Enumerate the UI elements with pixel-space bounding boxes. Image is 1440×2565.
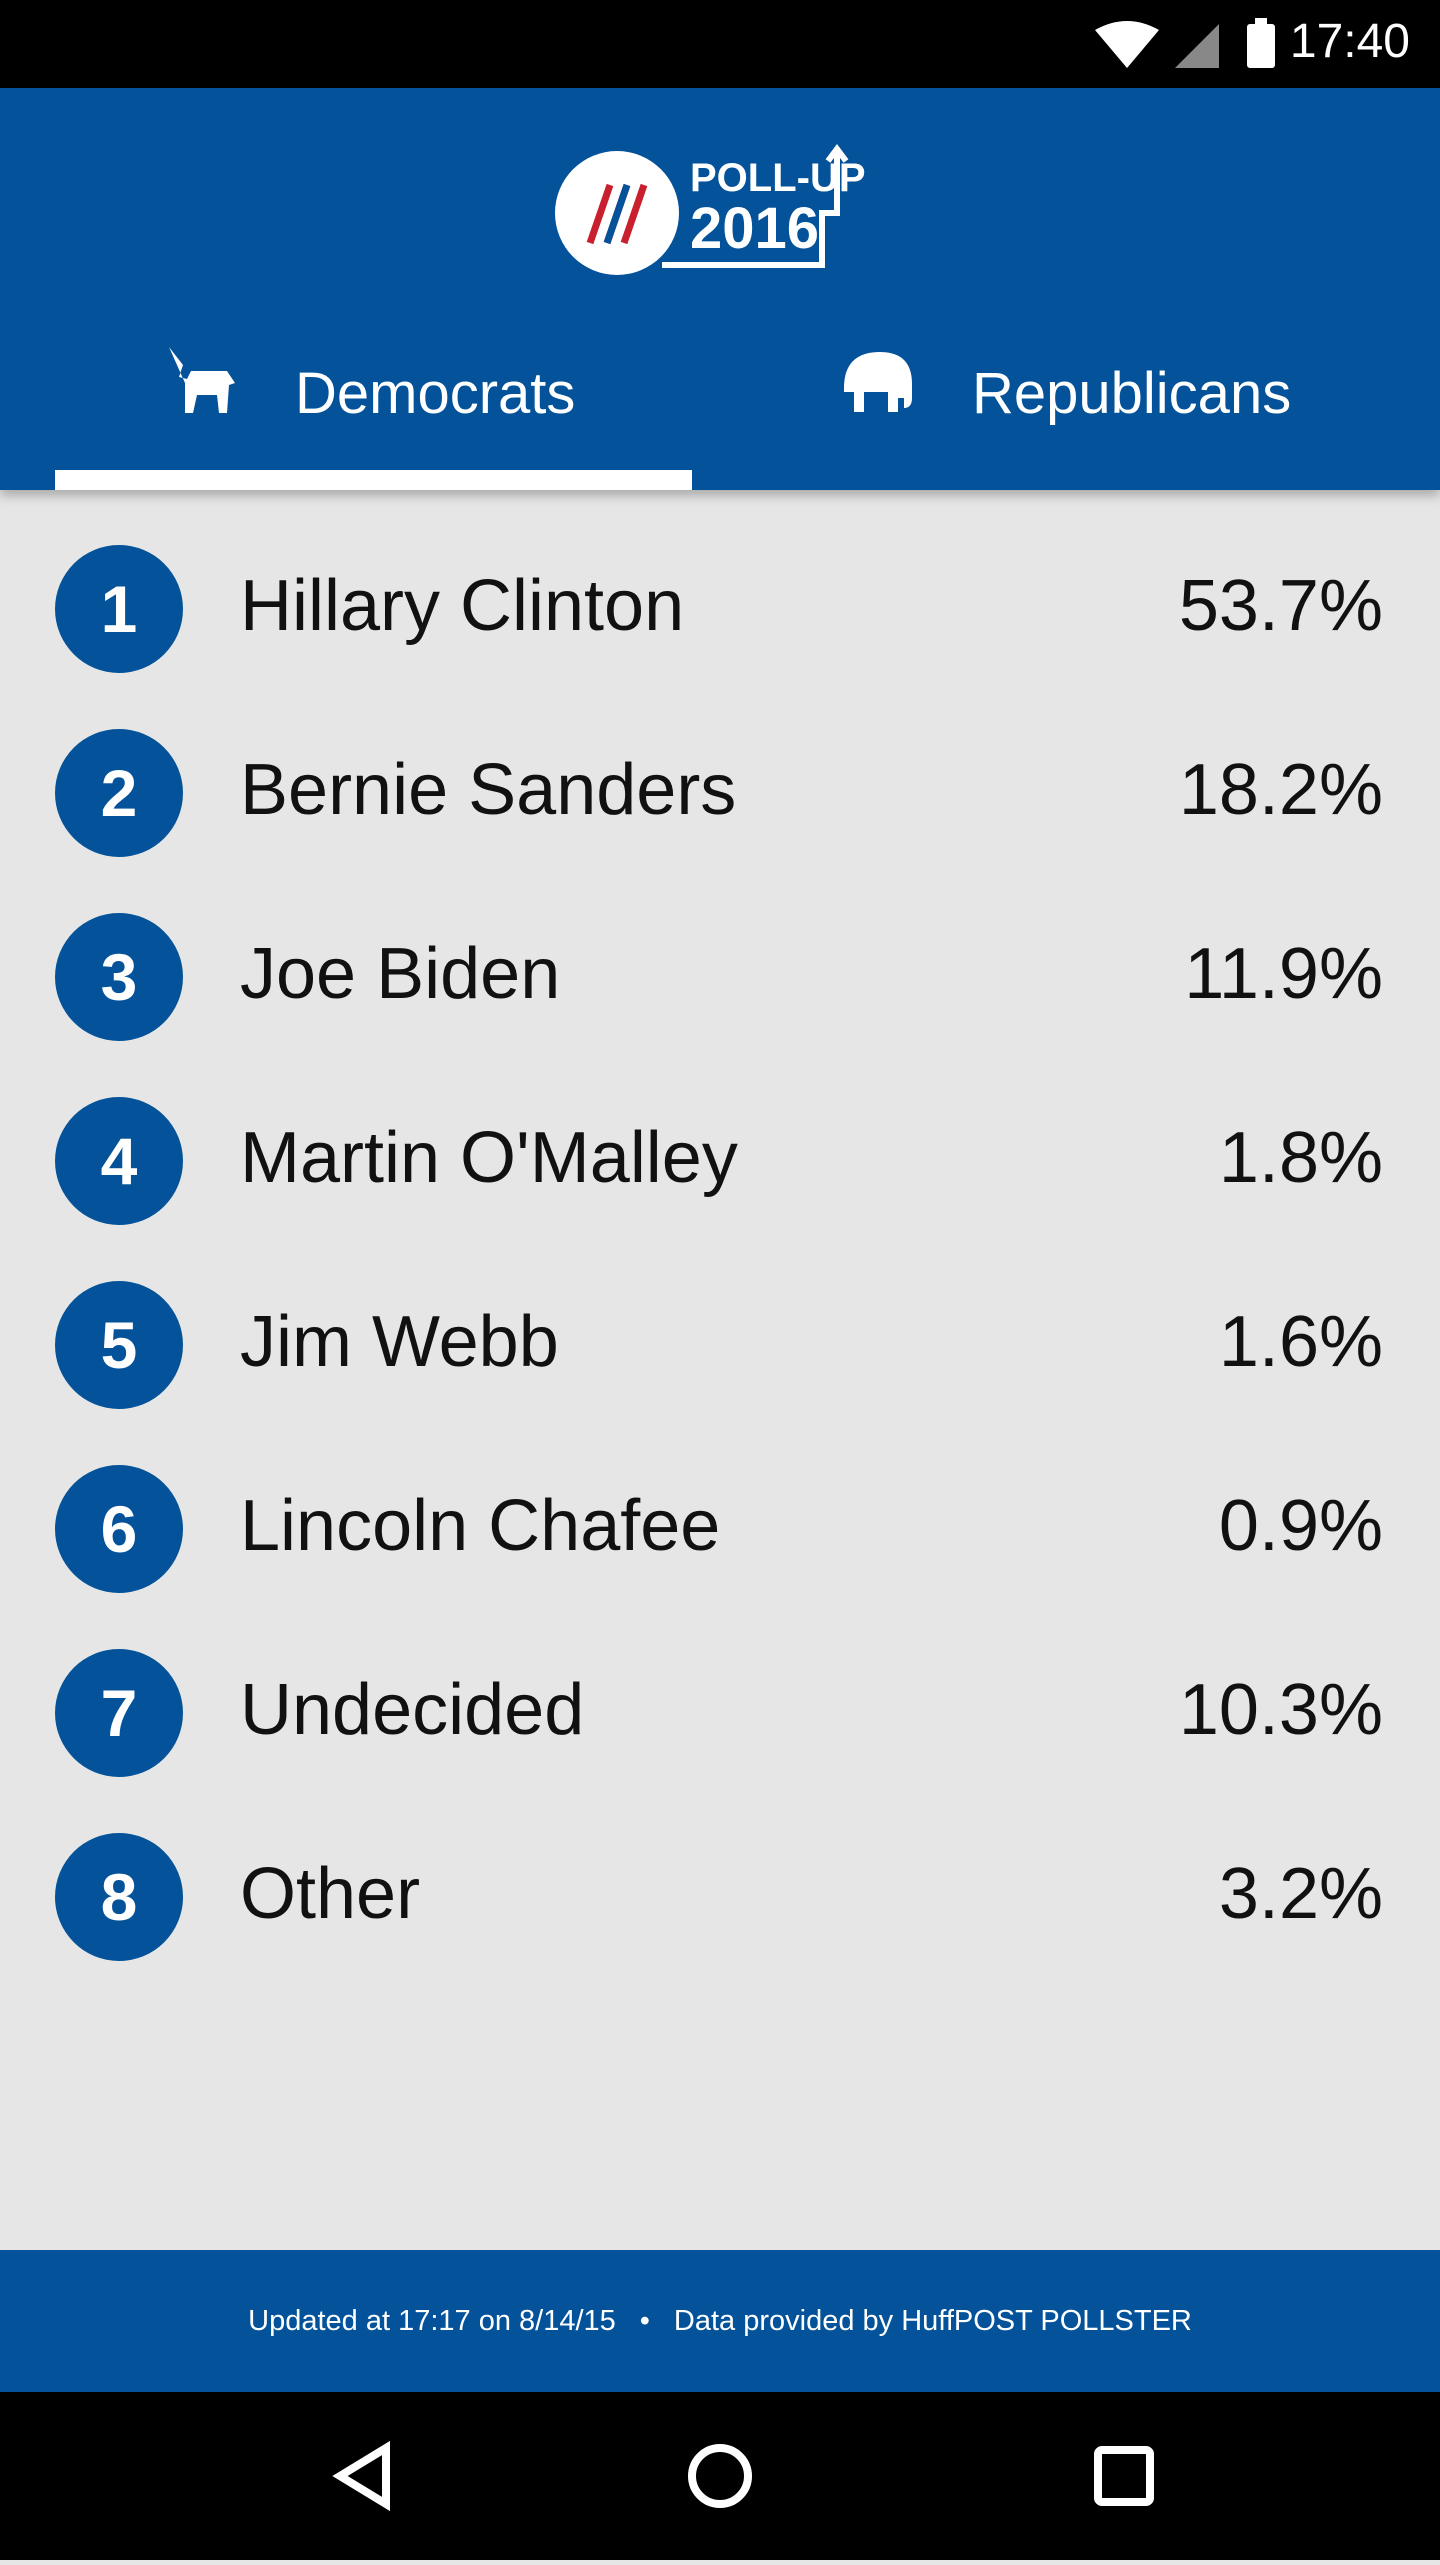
elephant-icon — [844, 352, 912, 412]
candidate-name: Lincoln Chafee — [240, 1486, 721, 1566]
list-row: 4 Martin O'Malley 1.8% — [0, 1069, 1440, 1253]
nav-bar — [0, 2392, 1440, 2560]
poll-value: 3.2% — [1218, 1854, 1383, 1934]
rank-badge: 8 — [55, 1833, 183, 1961]
rank-badge: 3 — [55, 913, 183, 1041]
back-button[interactable] — [332, 2440, 390, 2512]
tab-indicator — [55, 470, 692, 490]
list-row: 5 Jim Webb 1.6% — [0, 1253, 1440, 1437]
app-header: POLL-UP 2016 Democrats Republicans — [0, 88, 1440, 490]
logo-top: POLL-UP — [690, 156, 866, 200]
candidate-name: Joe Biden — [240, 934, 561, 1014]
tab-label: Republicans — [972, 361, 1292, 426]
rank-badge: 6 — [55, 1465, 183, 1593]
home-button[interactable] — [688, 2444, 752, 2508]
separator: • — [639, 2304, 650, 2337]
recents-button[interactable] — [1094, 2446, 1154, 2506]
rank-badge: 1 — [55, 545, 183, 673]
rank-badge: 4 — [55, 1097, 183, 1225]
logo-bottom: 2016 — [690, 196, 819, 261]
nav-icons — [332, 2440, 1154, 2512]
poll-value: 0.9% — [1218, 1486, 1383, 1566]
list-row: 3 Joe Biden 11.9% — [0, 885, 1440, 1069]
list-row: 8 Other 3.2% — [0, 1805, 1440, 1989]
footer-updated: Updated at 17:17 on 8/14/15 — [248, 2304, 616, 2337]
status-bar: 17:40 — [0, 0, 1440, 88]
candidate-name: Other — [240, 1854, 421, 1934]
footer: Updated at 17:17 on 8/14/15 • Data provi… — [0, 2250, 1440, 2392]
footer-source: Data provided by HuffPOST POLLSTER — [673, 2304, 1192, 2337]
poll-value: 10.3% — [1178, 1670, 1383, 1750]
logo: POLL-UP 2016 — [555, 144, 866, 275]
candidate-name: Jim Webb — [240, 1302, 559, 1382]
list-row: 6 Lincoln Chafee 0.9% — [0, 1437, 1440, 1621]
donkey-icon — [169, 347, 235, 413]
tab-democrats[interactable]: Democrats — [55, 88, 692, 490]
rank-badge: 7 — [55, 1649, 183, 1777]
poll-value: 1.8% — [1218, 1118, 1383, 1198]
poll-value: 11.9% — [1184, 934, 1383, 1014]
list-row: 1 Hillary Clinton 53.7% — [0, 517, 1440, 701]
rank-badge: 5 — [55, 1281, 183, 1409]
poll-value: 53.7% — [1178, 566, 1383, 646]
candidate-name: Hillary Clinton — [240, 566, 685, 646]
list-row: 2 Bernie Sanders 18.2% — [0, 701, 1440, 885]
poll-value: 1.6% — [1218, 1302, 1383, 1382]
list-row: 7 Undecided 10.3% — [0, 1621, 1440, 1805]
status-time: 17:40 — [1289, 15, 1410, 68]
status-icons — [1095, 18, 1275, 68]
tab-label: Democrats — [295, 361, 576, 426]
candidate-name: Undecided — [240, 1670, 585, 1750]
tab-republicans[interactable]: Republicans — [750, 88, 1440, 490]
candidate-name: Martin O'Malley — [240, 1118, 738, 1198]
candidate-name: Bernie Sanders — [240, 750, 737, 830]
rank-badge: 2 — [55, 729, 183, 857]
poll-value: 18.2% — [1178, 750, 1383, 830]
